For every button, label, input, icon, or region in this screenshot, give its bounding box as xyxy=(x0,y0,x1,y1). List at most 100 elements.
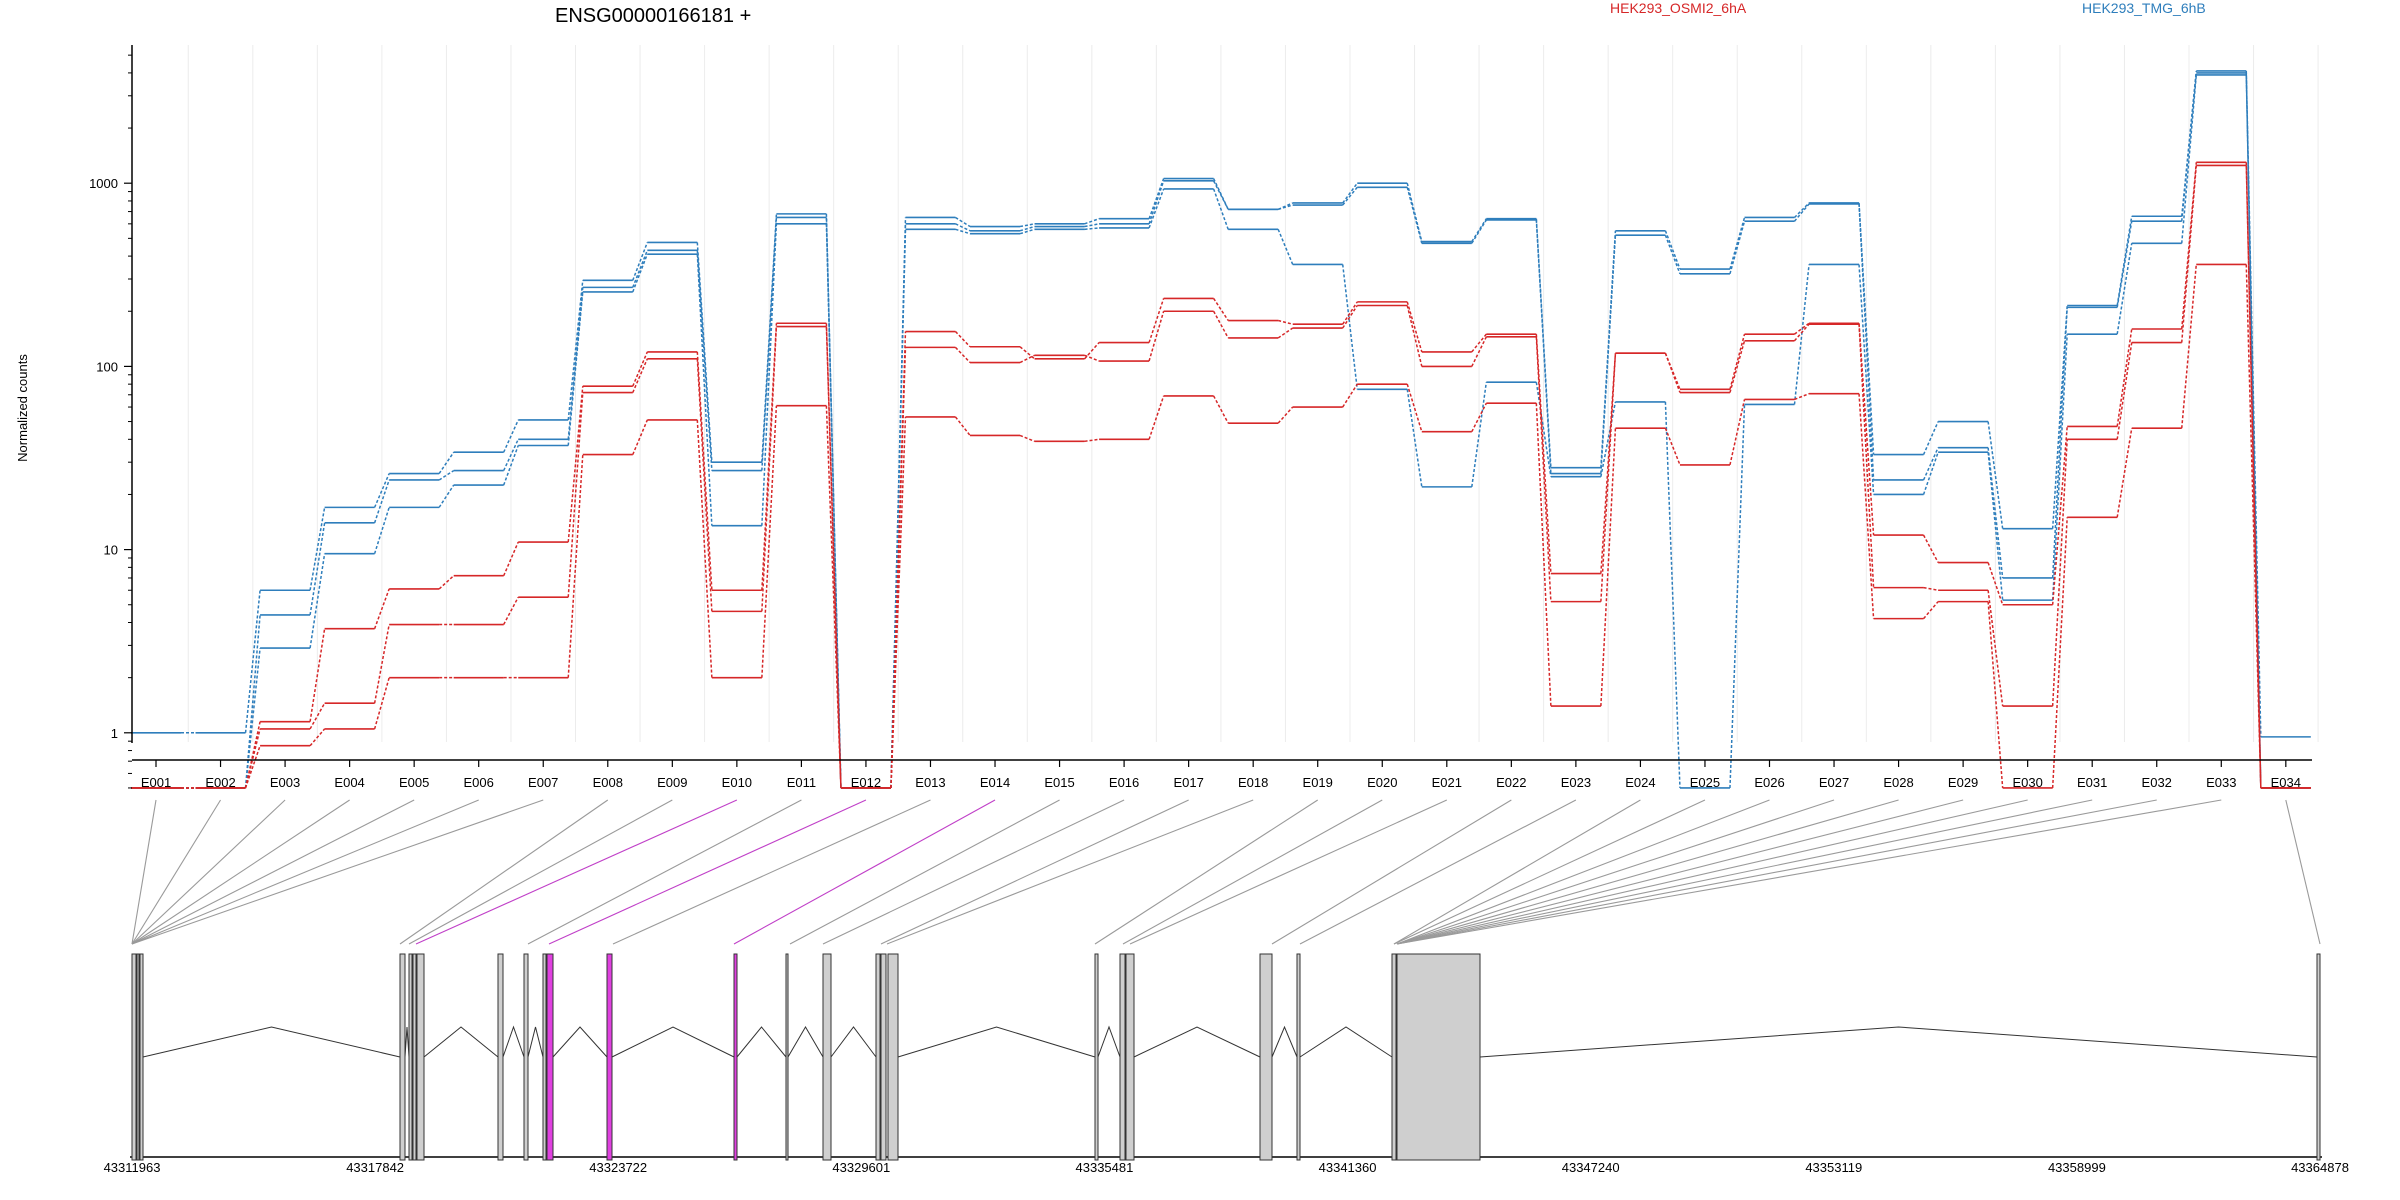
intron xyxy=(527,1026,544,1058)
series-connector xyxy=(1084,227,1100,231)
x-tick-label: E021 xyxy=(1432,775,1462,790)
x-tick-label: E027 xyxy=(1819,775,1849,790)
series-connector xyxy=(1277,319,1293,325)
series-connector xyxy=(1019,354,1035,364)
series-connector xyxy=(1019,434,1035,443)
y-tick-label: 10 xyxy=(104,543,118,558)
exon-connector xyxy=(1094,799,1319,945)
exon xyxy=(875,953,881,1161)
exon xyxy=(785,953,789,1161)
exon-connector xyxy=(1396,799,2157,945)
series-connector xyxy=(696,254,713,526)
series-connector xyxy=(1084,223,1100,228)
series-connector xyxy=(1406,305,1423,367)
exon-connector xyxy=(131,799,157,945)
series-connector xyxy=(825,326,842,788)
series-connector xyxy=(2051,517,2068,788)
series-connector xyxy=(1213,298,1229,321)
series-connector xyxy=(954,331,971,348)
exon-connector xyxy=(131,799,415,945)
intron xyxy=(736,1026,787,1058)
series-connector xyxy=(1535,403,1552,707)
intron xyxy=(611,1026,735,1058)
series-connector xyxy=(1342,305,1358,329)
highlighted-exon-connector xyxy=(733,799,996,945)
exon xyxy=(412,953,417,1161)
series-connector xyxy=(438,451,455,474)
series-connector xyxy=(373,473,390,508)
exon xyxy=(1125,953,1135,1161)
series-connector xyxy=(1535,382,1552,477)
series-connector xyxy=(2051,307,2068,579)
series-connector xyxy=(1406,383,1423,432)
series-connector xyxy=(1600,353,1617,574)
chart-title: ENSG00000166181 + xyxy=(555,5,751,27)
series-connector xyxy=(1406,389,1423,487)
series-connector xyxy=(1212,188,1229,230)
exon-connector xyxy=(880,799,1189,945)
series-connector xyxy=(1277,204,1293,211)
series-connector xyxy=(2245,264,2262,788)
series-connector xyxy=(2180,264,2198,429)
series-connector xyxy=(1793,264,1810,405)
series-connector xyxy=(1148,311,1165,362)
exon-connector xyxy=(1396,799,2028,945)
series-connector xyxy=(1148,178,1165,219)
series-connector xyxy=(1664,401,1681,788)
series-connector xyxy=(244,648,261,789)
series-connector xyxy=(1535,336,1552,602)
intron xyxy=(1097,1025,1121,1058)
series-connector xyxy=(438,575,455,590)
x-tick-label: E030 xyxy=(2012,775,2042,790)
series-connector xyxy=(503,541,519,577)
series-connector xyxy=(1212,395,1229,424)
x-tick-label: E016 xyxy=(1109,775,1139,790)
series-connector xyxy=(2116,221,2133,308)
series-connector xyxy=(632,242,649,281)
series-connector xyxy=(1729,333,1746,390)
series-connector xyxy=(696,358,713,612)
series-connector xyxy=(1084,218,1100,225)
axes: 1 10 100 1000 E001 E002 E003 E004 E005 E006 E007 E0… xyxy=(89,45,2312,790)
exon xyxy=(542,953,547,1161)
x-tick-label: E022 xyxy=(1496,775,1526,790)
series-connector xyxy=(632,358,649,393)
exon xyxy=(131,953,137,1161)
y-tick-label: 1 xyxy=(111,726,118,741)
exon xyxy=(136,953,140,1161)
exon xyxy=(399,953,406,1161)
highlighted-exon xyxy=(546,953,554,1161)
series-connector xyxy=(1277,327,1294,339)
series-connector xyxy=(373,479,390,524)
series-connector xyxy=(761,323,778,591)
series-lines xyxy=(131,70,2311,789)
series-connector xyxy=(438,484,455,508)
series-connector xyxy=(696,419,713,678)
y-tick-label: 1000 xyxy=(89,176,118,191)
series-connector xyxy=(309,522,326,616)
intron xyxy=(1271,1025,1298,1058)
series-connector xyxy=(438,469,455,481)
x-tick-label: E003 xyxy=(270,775,300,790)
series-connector xyxy=(1600,428,1617,707)
series-connector xyxy=(2051,334,2068,601)
series-connector xyxy=(309,728,326,747)
exon xyxy=(497,953,504,1161)
series-connector xyxy=(1664,352,1681,393)
series-connector xyxy=(1471,382,1488,487)
x-tick-label: E004 xyxy=(334,775,364,790)
series-connector xyxy=(1342,186,1358,206)
series-connector xyxy=(2116,342,2133,440)
y-axis-label: Normalized counts xyxy=(15,354,30,462)
exon xyxy=(1396,953,1481,1161)
intron xyxy=(404,1026,410,1058)
intron xyxy=(1133,1026,1261,1058)
exon-connector xyxy=(1122,799,1383,945)
series-connector xyxy=(1600,230,1617,468)
series-connector xyxy=(1212,310,1229,339)
x-tick-label: E008 xyxy=(593,775,623,790)
x-tick-label: E006 xyxy=(464,775,494,790)
series-connector xyxy=(309,553,326,649)
series-connector xyxy=(1019,346,1036,360)
